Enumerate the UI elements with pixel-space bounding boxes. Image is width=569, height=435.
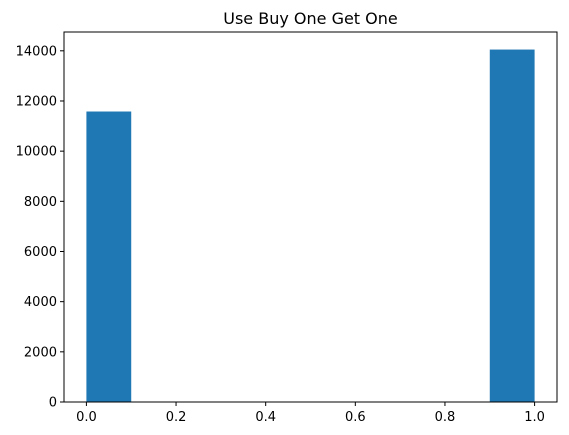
x-tick-label: 0.2 <box>166 410 187 425</box>
histogram-bar-0 <box>86 111 132 402</box>
y-tick-label: 14000 <box>16 44 57 59</box>
y-tick-label: 2000 <box>24 345 57 360</box>
y-tick-label: 10000 <box>16 145 57 160</box>
x-tick-label: 0.0 <box>76 410 97 425</box>
x-tick-label: 0.4 <box>255 410 276 425</box>
x-tick-label: 0.8 <box>435 410 456 425</box>
y-tick-label: 4000 <box>24 295 57 310</box>
plot-frame <box>63 31 558 403</box>
bars-layer <box>86 49 535 402</box>
y-tick-label: 6000 <box>24 245 57 260</box>
x-tick-label: 0.6 <box>345 410 366 425</box>
y-tick-label: 0 <box>49 396 57 411</box>
histogram-bar-1 <box>489 49 535 402</box>
chart-title: Use Buy One Get One <box>223 9 398 28</box>
x-tick-label: 1.0 <box>524 410 545 425</box>
axes-layer: 0.0 0.2 0.4 0.6 0.8 1.0 0 2000 4000 6000 8000 10000… <box>16 31 558 425</box>
y-tick-label: 8000 <box>24 195 57 210</box>
y-tick-label: 12000 <box>16 94 57 109</box>
